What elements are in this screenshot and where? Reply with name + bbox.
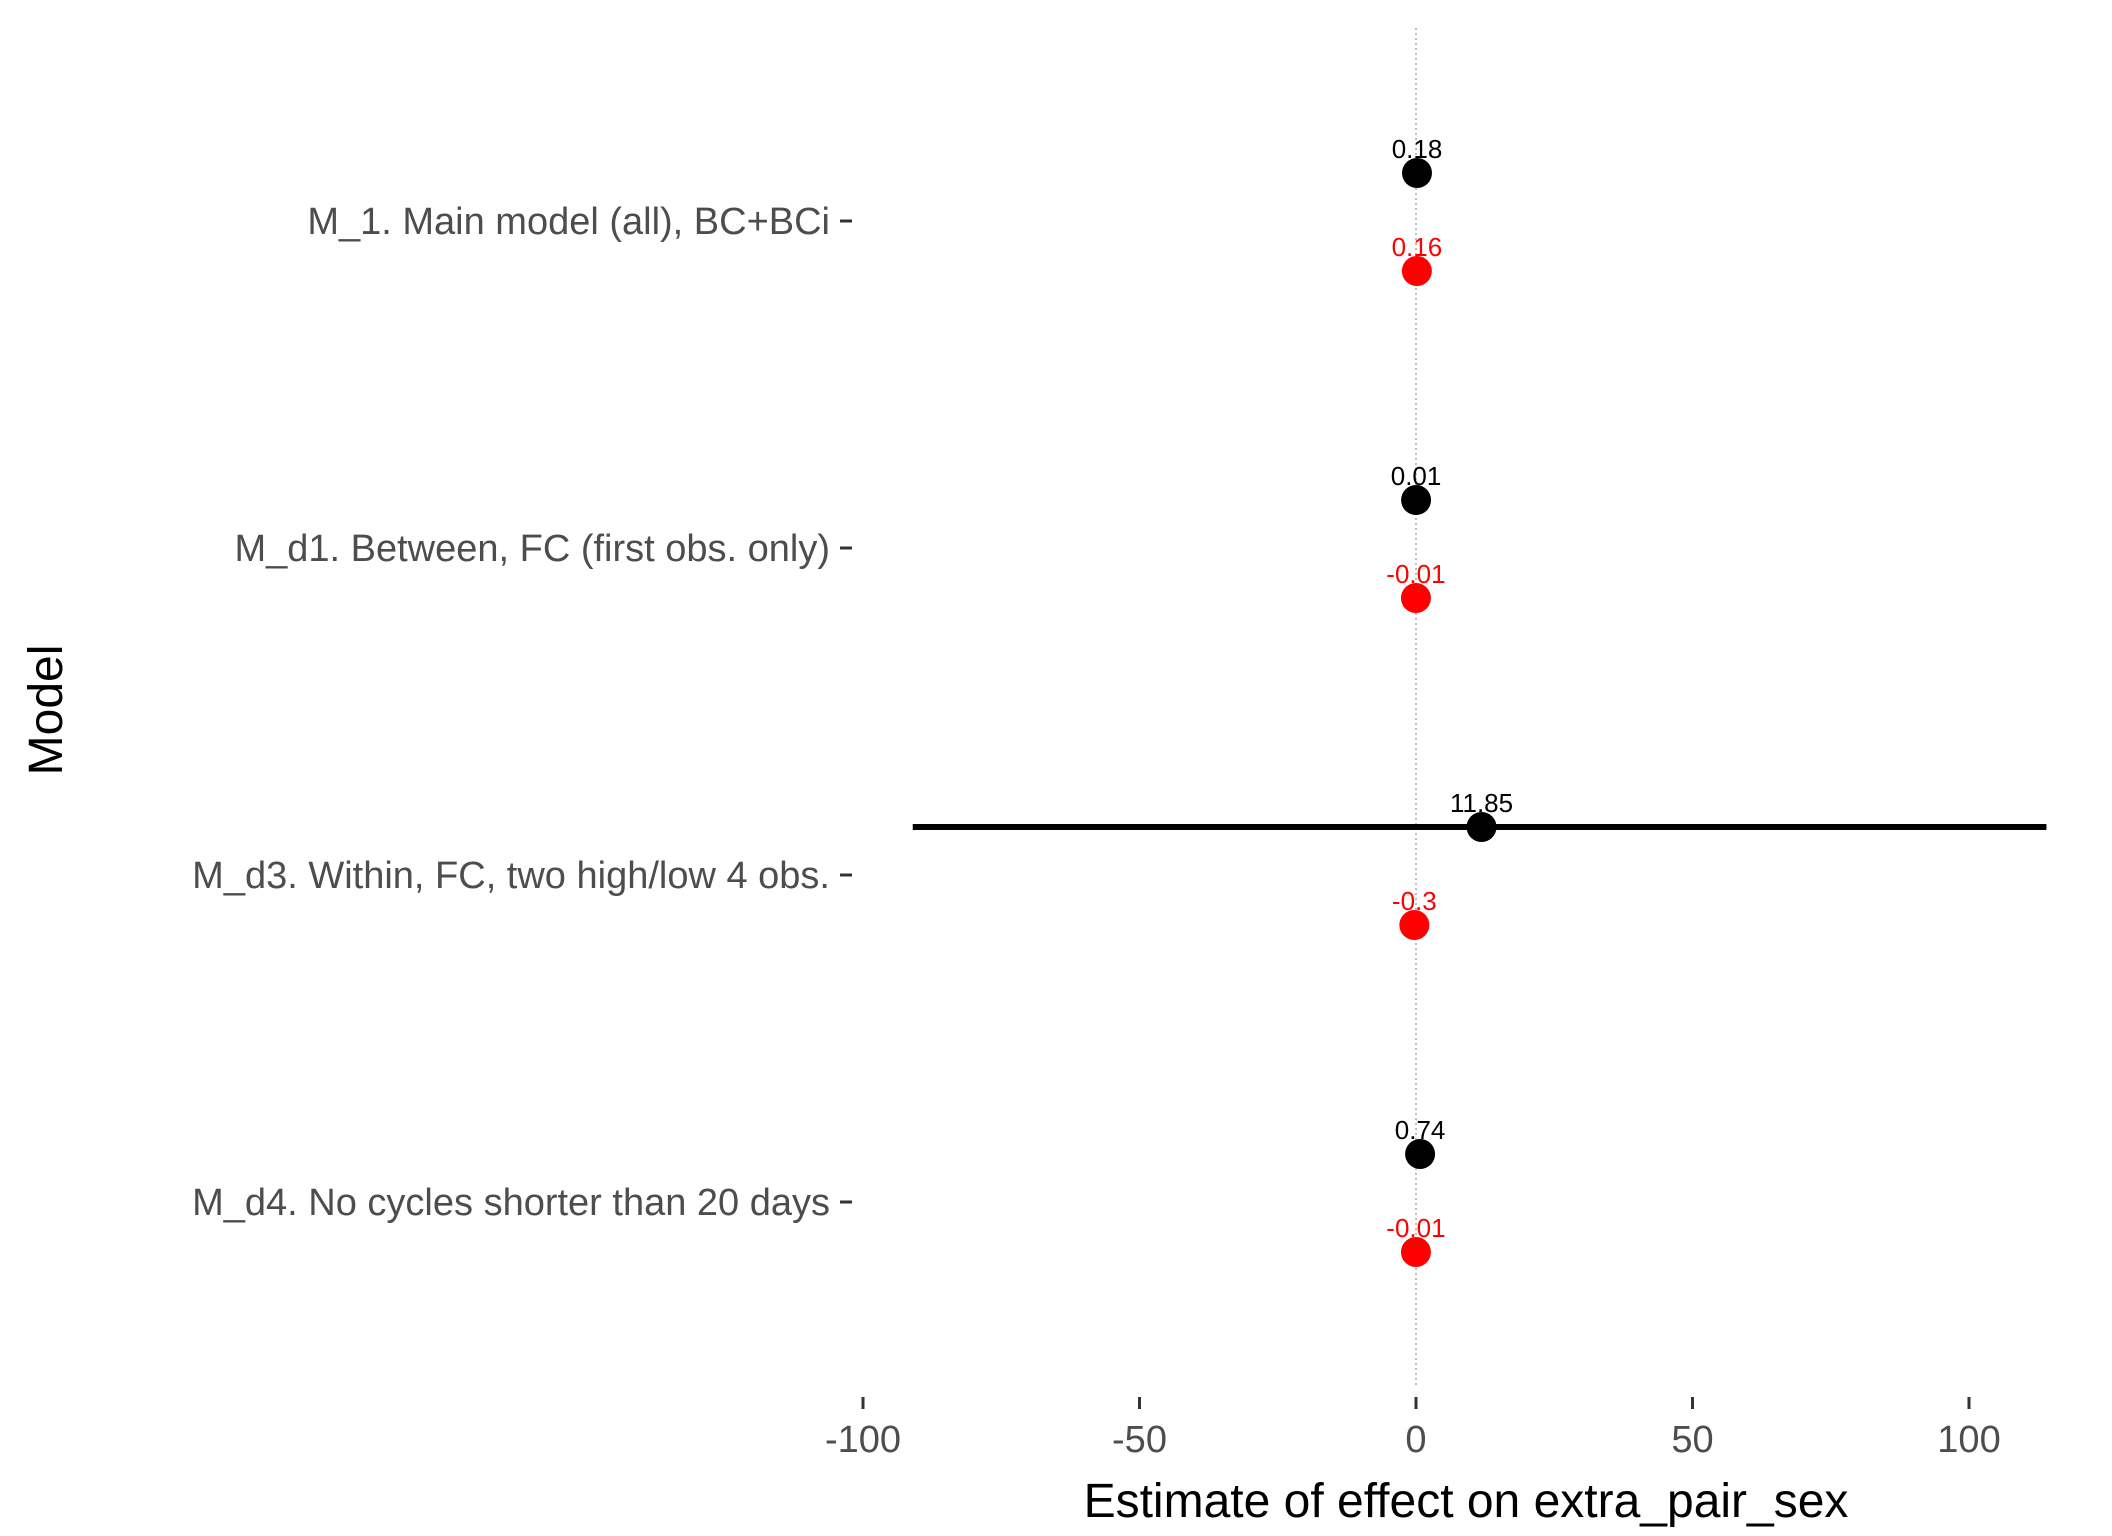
estimate-point xyxy=(1401,485,1432,515)
estimate-value-label: 11.85 xyxy=(1450,788,1513,818)
estimate-value-label: 0.16 xyxy=(1392,232,1443,262)
y-tick-label: M_d1. Between, FC (first obs. only) xyxy=(234,528,830,570)
estimate-point xyxy=(1401,158,1432,188)
estimate-point xyxy=(1401,256,1432,286)
x-axis-title: Estimate of effect on extra_pair_sex xyxy=(1084,1475,1849,1528)
x-tick-label: 50 xyxy=(1671,1419,1713,1461)
y-tick-label: M_d3. Within, FC, two high/low 4 obs. xyxy=(192,855,830,897)
estimate-value-label: -0.3 xyxy=(1392,886,1437,916)
y-axis-title: Model xyxy=(20,645,73,776)
x-tick-label: 0 xyxy=(1405,1419,1426,1461)
y-tick-label: M_d4. No cycles shorter than 20 days xyxy=(192,1182,830,1224)
estimate-point xyxy=(1400,1237,1431,1267)
x-tick-label: -50 xyxy=(1112,1419,1167,1461)
estimate-point xyxy=(1400,583,1431,613)
estimate-point xyxy=(1466,812,1497,842)
estimate-point xyxy=(1399,910,1430,940)
x-tick-label: 100 xyxy=(1937,1419,2000,1461)
x-tick-label: -100 xyxy=(825,1419,901,1461)
estimate-value-label: -0.01 xyxy=(1386,559,1445,589)
estimate-value-label: -0.01 xyxy=(1386,1213,1445,1243)
estimate-value-label: 0.01 xyxy=(1391,461,1442,491)
estimate-value-label: 0.18 xyxy=(1392,134,1443,164)
y-tick-label: M_1. Main model (all), BC+BCi xyxy=(307,201,830,243)
estimate-value-label: 0.74 xyxy=(1395,1115,1446,1145)
estimate-point xyxy=(1405,1139,1436,1169)
